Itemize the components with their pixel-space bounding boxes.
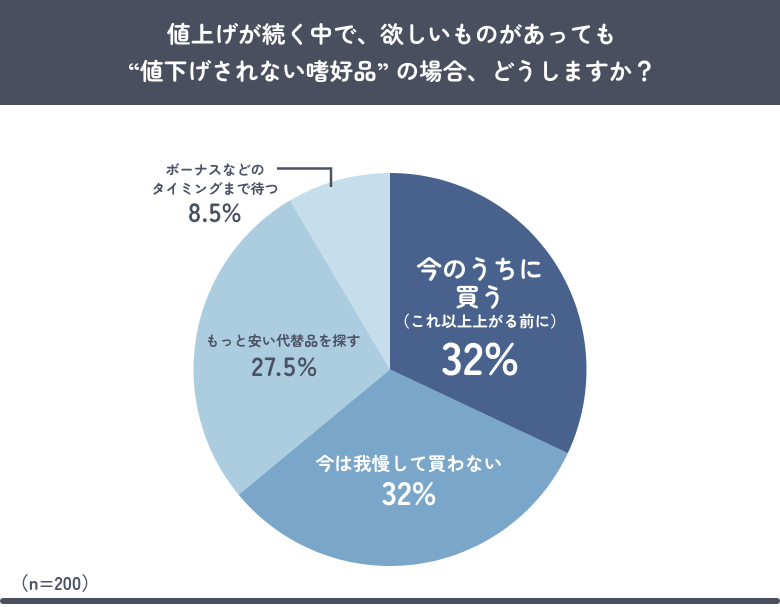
pie-slice-3 xyxy=(289,173,390,370)
leader-line-bonus-slice xyxy=(277,167,333,187)
label-alternative-percent: 27.5% xyxy=(251,344,319,384)
question-title-line-2: “値下げされない嗜好品” の場合、どうしますか？ xyxy=(127,53,656,88)
label-buy-now-note: （これ以上上がる前に） xyxy=(394,309,566,332)
pie-slice-1 xyxy=(238,369,568,566)
pie-slice-2 xyxy=(193,200,390,495)
question-title-line-1: 値上げが続く中で、欲しいものがあっても xyxy=(166,15,617,50)
label-bonus-percent: 8.5% xyxy=(187,192,243,230)
sample-size-note: （n=200） xyxy=(10,569,101,596)
label-buy-now-line2: 買う xyxy=(454,278,506,315)
question-header xyxy=(0,0,780,105)
label-bonus-line2: タイミングまで待つ xyxy=(151,178,279,199)
label-endure-percent: 32% xyxy=(380,467,437,515)
label-alternative-line1: もっと安い代替品を探す xyxy=(205,330,361,351)
label-endure-line1: 今は我慢して買わない xyxy=(315,449,502,477)
label-bonus-line1: ボーナスなどの xyxy=(165,159,265,180)
bottom-accent-bar xyxy=(0,598,780,604)
pie-slice-0 xyxy=(390,173,587,454)
label-buy-now-percent: 32% xyxy=(440,323,520,389)
label-buy-now-line1: 今のうちに xyxy=(416,250,544,287)
